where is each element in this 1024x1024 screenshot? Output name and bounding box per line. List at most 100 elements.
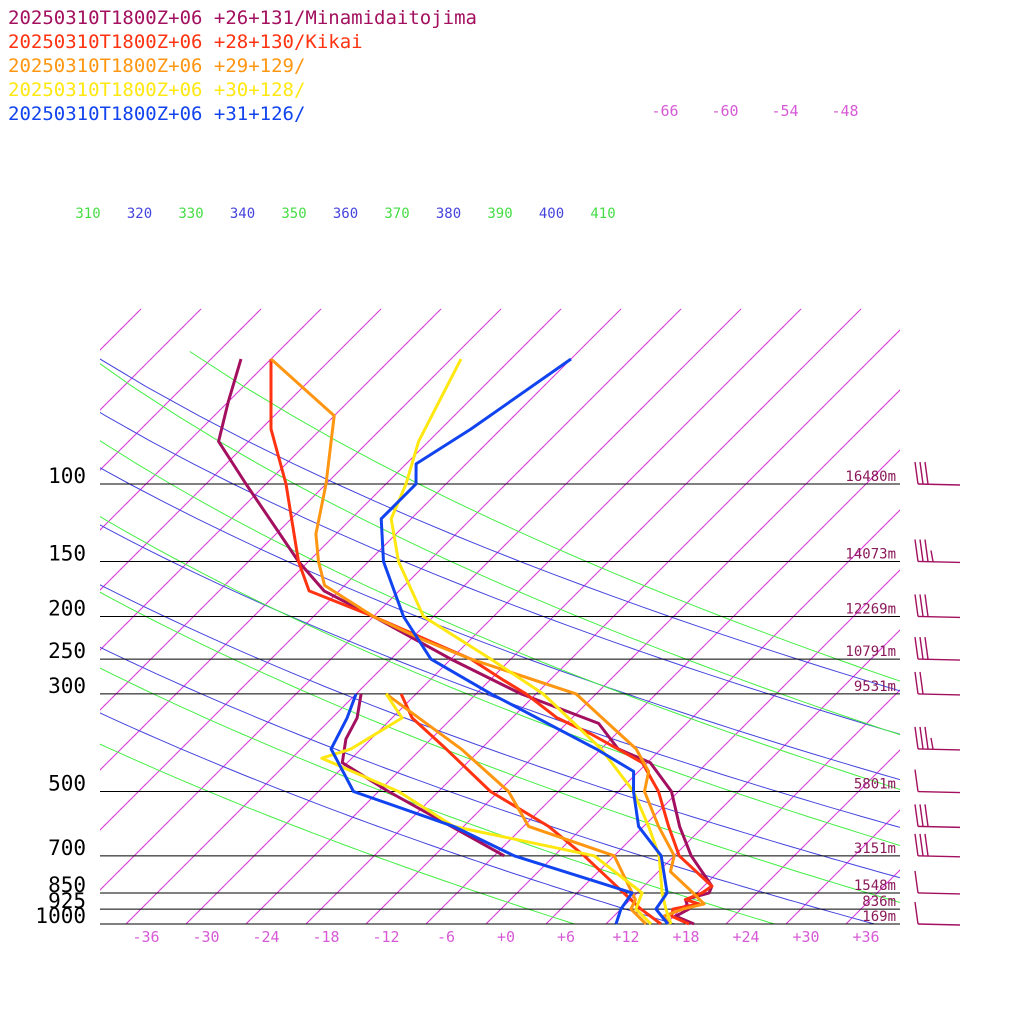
wind-barb-flag xyxy=(924,804,929,827)
height-label: 16480m xyxy=(845,469,896,485)
wind-barb-staff xyxy=(917,790,961,794)
theta-label: 320 xyxy=(127,206,152,222)
wind-barb-flag xyxy=(919,804,924,827)
pressure-label: 1000 xyxy=(35,904,86,928)
temperature-tick-label: -12 xyxy=(372,928,399,946)
temperature-tick-label: +18 xyxy=(672,928,699,946)
dewpoint-profile-line xyxy=(329,693,634,925)
pressure-label: 925 xyxy=(48,889,86,913)
dry-adiabat-line xyxy=(100,411,900,735)
temperature-profile-line xyxy=(269,359,714,926)
height-labels: 16480m 14073m 12269m 10791m 9531m 5801m 3151m 1… xyxy=(845,469,896,925)
wind-barb-staff xyxy=(917,825,961,829)
sounding-profiles xyxy=(217,357,714,926)
legend-entry: 20250310T1800Z+06 +30+128/ xyxy=(8,79,305,101)
moist-adiabat-line xyxy=(100,667,777,924)
legend-entry: 20250310T1800Z+06 +26+131/Minamidaitojim… xyxy=(8,7,477,29)
pressure-label: 150 xyxy=(48,541,86,565)
wind-barb-staff xyxy=(917,615,961,619)
wind-barb-flag xyxy=(919,726,924,750)
wind-barb-flag xyxy=(914,804,919,827)
wind-barb-flag xyxy=(914,539,919,562)
temperature-tick-label: +12 xyxy=(612,928,639,946)
dry-adiabat-line xyxy=(100,524,900,828)
height-label: 10791m xyxy=(845,644,896,660)
isotherm-line xyxy=(100,308,262,471)
wind-barb-flag xyxy=(919,833,924,856)
height-label: 5801m xyxy=(854,777,896,793)
wind-barb-flag xyxy=(930,737,934,750)
legend-entry: 20250310T1800Z+06 +28+130/Kikai xyxy=(8,31,363,53)
wind-barb-flag xyxy=(914,901,919,925)
wind-barb-flag xyxy=(914,671,919,695)
wind-barb-flag xyxy=(924,726,929,750)
pressure-label: 100 xyxy=(48,464,86,488)
wind-barb-flag xyxy=(914,726,919,750)
dry-adiabat-line xyxy=(100,467,900,781)
theta-label: 340 xyxy=(230,206,255,222)
moist-adiabat-line xyxy=(189,351,900,682)
pressure-label: 700 xyxy=(48,836,86,860)
wind-barb-flag xyxy=(924,636,929,660)
height-label: 836m xyxy=(862,894,896,910)
wind-barb-staff xyxy=(917,923,961,926)
dry-adiabat-lines xyxy=(100,358,900,924)
height-label: 3151m xyxy=(854,841,896,857)
moist-adiabat-line xyxy=(100,363,900,736)
wind-barb-staff xyxy=(917,693,961,696)
pressure-label: 250 xyxy=(48,639,86,663)
dry-adiabat-line xyxy=(100,358,900,692)
wind-barb-staff xyxy=(917,892,961,895)
wind-barb-staff xyxy=(917,855,961,858)
temperature-tick-label: -30 xyxy=(192,928,219,946)
wind-barb-flag xyxy=(919,539,924,562)
theta-label: 410 xyxy=(590,206,615,222)
theta-label: 390 xyxy=(487,206,512,222)
moist-adiabat-line xyxy=(100,743,577,924)
upper-isotherm-labels: -66 -60 -54 -48 xyxy=(651,102,858,120)
upper-isotherm-label: -60 xyxy=(711,102,738,120)
wind-barb-flag xyxy=(924,461,929,485)
moist-adiabat-line xyxy=(100,516,900,846)
upper-isotherm-label: -48 xyxy=(831,102,858,120)
wind-barb-flag xyxy=(930,550,934,562)
upper-isotherm-label: -66 xyxy=(651,102,678,120)
dewpoint-profile-line xyxy=(385,692,648,926)
temperature-tick-label: +30 xyxy=(792,928,819,946)
height-label: 1548m xyxy=(854,878,896,894)
wind-barb-staff xyxy=(917,560,961,564)
moist-adiabat-line xyxy=(100,440,900,790)
upper-isotherm-label: -54 xyxy=(771,102,798,120)
wind-barb-staff xyxy=(917,658,961,661)
isotherm-line xyxy=(100,308,382,591)
temperature-axis-labels: -36 -30 -24 -18 -12 -6 +0 +6 +12 +18 +24 +30 +36 xyxy=(132,928,879,946)
pressure-label: 300 xyxy=(48,674,86,698)
wind-barb-flag xyxy=(919,461,924,485)
isotherm-line xyxy=(100,308,322,531)
wind-barb-flag xyxy=(914,833,919,856)
isotherm-line xyxy=(665,689,900,924)
temperature-tick-label: -18 xyxy=(312,928,339,946)
pressure-lines xyxy=(100,483,900,925)
height-label: 9531m xyxy=(854,679,896,695)
height-label: 169m xyxy=(862,909,896,925)
theta-label: 310 xyxy=(75,206,100,222)
temperature-tick-label: +24 xyxy=(732,928,759,946)
theta-label: 350 xyxy=(281,206,306,222)
wind-barb-flag xyxy=(914,769,919,792)
dry-adiabat-line xyxy=(100,584,900,879)
wind-barb-flag xyxy=(924,594,929,617)
wind-barb-flag xyxy=(919,594,924,617)
dewpoint-profile-line xyxy=(320,693,653,926)
theta-label: 380 xyxy=(436,206,461,222)
wind-barb-flag xyxy=(914,461,919,485)
isotherm-line xyxy=(785,809,900,924)
wind-barb-flag xyxy=(924,833,929,856)
height-label: 14073m xyxy=(845,546,896,562)
temperature-profile-line xyxy=(389,358,673,925)
legend-entry: 20250310T1800Z+06 +29+129/ xyxy=(8,55,305,77)
temperature-tick-label: +0 xyxy=(497,928,515,946)
moist-adiabat-lines xyxy=(100,351,900,924)
theta-label: 370 xyxy=(384,206,409,222)
